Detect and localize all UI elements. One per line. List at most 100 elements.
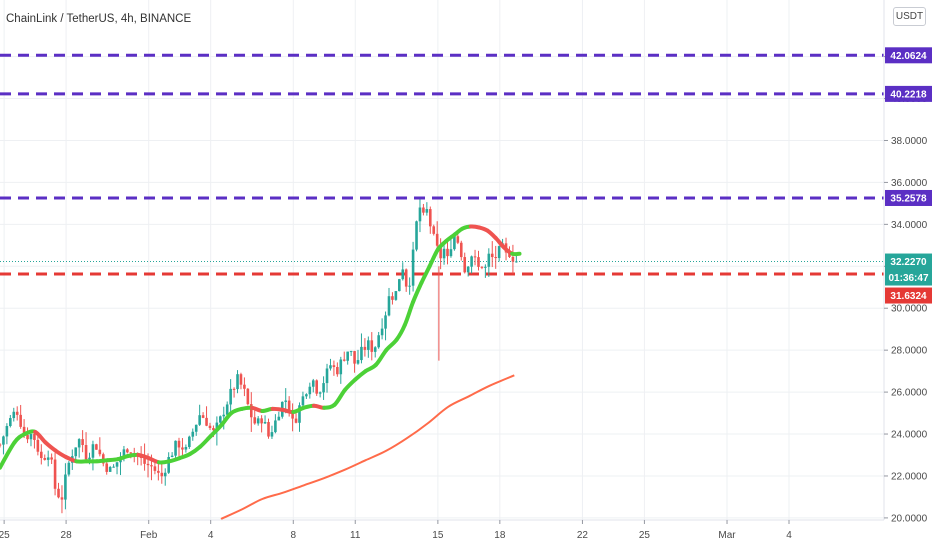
candle-body <box>508 252 511 257</box>
candle-body <box>201 415 205 418</box>
level-price-tag-bg <box>885 287 932 304</box>
x-tick-label: Feb <box>140 530 158 541</box>
level-price-tag: 42.0624 <box>890 51 927 62</box>
candle-body <box>95 444 98 450</box>
candle-body <box>215 422 219 431</box>
candle-body <box>60 497 64 500</box>
candle-body <box>50 457 53 460</box>
candle-body <box>294 418 298 423</box>
y-tick-label: 36.0000 <box>891 178 928 189</box>
candle-body <box>422 207 425 213</box>
candle-body <box>318 392 322 394</box>
candle-body <box>243 384 246 389</box>
y-tick-label: 34.0000 <box>891 220 928 231</box>
candle-countdown-tag-bg <box>885 269 932 286</box>
y-tick-label: 24.0000 <box>891 430 928 441</box>
candle-body <box>46 457 50 460</box>
candle-body <box>377 335 380 348</box>
candle-body <box>398 279 401 292</box>
candle-body <box>184 446 188 450</box>
candle-body <box>263 422 267 424</box>
time-axis[interactable]: 25 28 Feb 4 8 11 15 18 22 25 Mar 4 <box>0 520 792 541</box>
fast-ma-segment <box>373 348 389 367</box>
x-tick-label: 15 <box>432 530 444 541</box>
candle-body <box>418 207 422 222</box>
candle-body <box>150 465 153 467</box>
candle-body <box>480 266 484 268</box>
candle-body <box>325 368 329 384</box>
candle-body <box>208 425 212 429</box>
currency-button[interactable]: USDT <box>893 7 926 26</box>
fast-ma-segment <box>402 299 416 327</box>
candle-body <box>391 296 394 300</box>
candle-body <box>77 439 81 448</box>
candle-body <box>494 257 498 259</box>
candle-body <box>401 269 405 280</box>
x-tick-label: 4 <box>208 530 214 541</box>
candle-body <box>43 458 47 460</box>
candle-body <box>160 472 164 477</box>
candle-body <box>442 248 446 259</box>
candle-body <box>256 418 260 424</box>
candle-body <box>446 248 449 257</box>
candle-body <box>336 367 339 375</box>
candle-body <box>198 415 201 425</box>
candle-body <box>122 449 126 457</box>
candle-body <box>373 347 377 352</box>
candle-body <box>287 400 291 412</box>
fast-ma-segment <box>198 434 213 449</box>
fast-ma-segment <box>43 440 58 453</box>
candle-body <box>291 411 294 419</box>
candle-body <box>332 365 336 368</box>
candle-body <box>411 249 415 286</box>
candle-body <box>88 457 91 460</box>
y-tick-label: 20.0000 <box>891 513 928 524</box>
x-tick-label: 8 <box>291 530 297 541</box>
candle-body <box>270 432 274 437</box>
candle-body <box>170 455 174 458</box>
candle-body <box>456 236 460 243</box>
horizontal-level-lines[interactable] <box>0 53 884 276</box>
candle-body <box>267 422 270 437</box>
candle-body <box>360 346 363 361</box>
candle-body <box>194 424 198 432</box>
candle-body <box>239 374 243 385</box>
candle-body <box>74 447 78 457</box>
candle-body <box>9 418 12 427</box>
candle-body <box>497 246 501 259</box>
level-price-tag-bg <box>885 85 932 102</box>
x-tick-label: 25 <box>639 530 651 541</box>
y-tick-label: 26.0000 <box>891 388 928 399</box>
candle-body <box>487 253 491 267</box>
candle-body <box>311 380 315 387</box>
candle-body <box>81 439 84 446</box>
candle-body <box>22 426 26 435</box>
candle-body <box>277 416 281 421</box>
candle-body <box>439 245 442 259</box>
candle-body <box>29 434 33 440</box>
candle-body <box>0 444 2 446</box>
candle-body <box>15 411 19 415</box>
price-axis-labels: 42.0624 40.2218 35.2578 31.6324 32.2270 01:36… <box>885 47 932 304</box>
candle-body <box>212 428 215 431</box>
candle-body <box>36 439 40 452</box>
x-tick-label: 4 <box>786 530 792 541</box>
candle-body <box>415 221 418 250</box>
candle-body <box>339 359 343 375</box>
candle-body <box>64 474 67 500</box>
x-tick-label: 18 <box>494 530 506 541</box>
candle-body <box>19 414 22 427</box>
candle-body <box>453 236 456 250</box>
candle-body <box>353 351 356 364</box>
fast-ma-segment <box>394 323 407 342</box>
candle-body <box>232 388 236 390</box>
candle-body <box>515 261 518 263</box>
candle-body <box>67 462 71 475</box>
candle-body <box>40 451 43 459</box>
candle-body <box>367 340 370 350</box>
candle-body <box>98 449 102 455</box>
fast-ma-segment <box>384 337 399 353</box>
candle-body <box>408 285 411 287</box>
candle-body <box>26 434 29 440</box>
